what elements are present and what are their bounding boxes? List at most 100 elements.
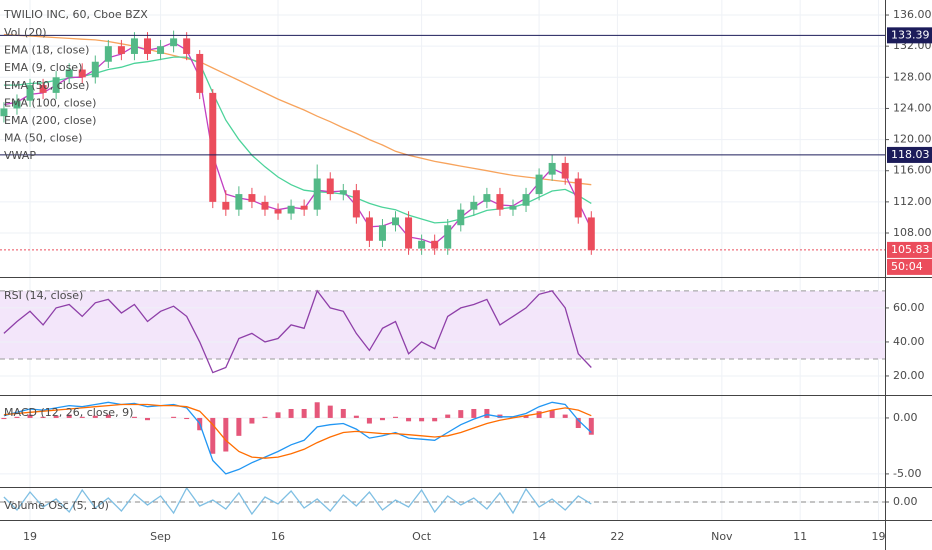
- candle-body: [392, 217, 400, 226]
- macd-histogram-bar: [53, 415, 59, 418]
- legend-entry: EMA (50, close): [4, 79, 89, 92]
- rsi-band: [0, 290, 885, 359]
- macd-histogram-bar: [432, 417, 438, 422]
- macd-histogram-bar: [223, 417, 229, 452]
- x-tick-label: 14: [532, 530, 546, 543]
- candle-body: [157, 46, 165, 54]
- candle-body: [574, 178, 582, 218]
- candle-body: [300, 205, 308, 210]
- x-tick-label: 19: [871, 530, 885, 543]
- y-tick-label: 0.00: [893, 411, 918, 424]
- macd-histogram-bar: [575, 417, 581, 429]
- candle-body: [496, 194, 504, 210]
- candle-body: [378, 225, 386, 241]
- macd-histogram-bar: [445, 414, 451, 418]
- y-tick-label: 20.00: [893, 369, 925, 382]
- x-tick-label: 16: [271, 530, 285, 543]
- y-tick-label: 120.00: [893, 133, 932, 146]
- indicator-line: [3, 289, 592, 374]
- candle-body: [535, 174, 543, 195]
- macd-line: [3, 401, 592, 475]
- candle-body: [483, 194, 491, 202]
- price-label-bg: [887, 241, 932, 258]
- legend-entry: EMA (100, close): [4, 96, 96, 109]
- candle-body: [26, 85, 34, 101]
- candle-body: [509, 205, 517, 210]
- macd-histogram-bar: [458, 410, 464, 418]
- indicator-line: [3, 486, 592, 516]
- macd-histogram-bar: [314, 402, 320, 418]
- candle-body: [183, 38, 191, 54]
- ema-line: [3, 33, 592, 186]
- macd-histogram-bar: [366, 417, 372, 424]
- candle-body: [248, 194, 256, 202]
- countdown: 50:04: [891, 260, 923, 273]
- pane-title: MACD (12, 26, close, 9): [4, 406, 133, 419]
- candle-body: [587, 217, 595, 251]
- y-tick-label: 124.00: [893, 101, 932, 114]
- legend-entry: EMA (200, close): [4, 114, 96, 127]
- legend-entry: MA (50, close): [4, 132, 82, 145]
- candle-body: [65, 69, 73, 78]
- macd-histogram-bar: [1, 417, 7, 420]
- y-tick-label: 108.00: [893, 226, 932, 239]
- candle-body: [457, 209, 465, 226]
- candle-body: [196, 53, 204, 93]
- macd-histogram-bar: [536, 411, 542, 418]
- candle-body: [52, 77, 60, 93]
- candle-body: [170, 38, 178, 47]
- candle-body: [561, 162, 569, 179]
- macd-histogram-bar: [27, 414, 33, 418]
- candle-body: [352, 190, 360, 218]
- macd-histogram-bar: [419, 417, 425, 422]
- macd-histogram-bar: [249, 417, 255, 424]
- legend-entry: EMA (18, close): [4, 44, 89, 57]
- candle-body: [235, 194, 243, 210]
- macd-histogram-bar: [484, 408, 490, 418]
- candle-body: [274, 209, 282, 214]
- candle-body: [78, 69, 86, 78]
- macd-histogram-bar: [14, 416, 20, 418]
- y-tick-label: 0.00: [893, 495, 918, 508]
- macd-histogram-bar: [79, 416, 85, 418]
- candle-body: [91, 61, 99, 78]
- macd-histogram-bar: [549, 410, 555, 418]
- macd-histogram-bar: [327, 405, 333, 418]
- macd-histogram-bar: [523, 415, 529, 418]
- candle-body: [130, 38, 138, 54]
- macd-histogram-bar: [105, 414, 111, 418]
- legend-entry: EMA (9, close): [4, 61, 82, 74]
- price-label-bg: [887, 146, 932, 163]
- candle-body: [104, 46, 112, 62]
- candle-body: [209, 92, 217, 202]
- macd-histogram-bar: [184, 417, 190, 420]
- price-label-bg: [887, 27, 932, 44]
- macd-line: [3, 403, 592, 459]
- price-label: 118.03: [891, 148, 930, 161]
- macd-histogram-bar: [66, 414, 72, 418]
- candle-body: [365, 217, 373, 241]
- macd-histogram-bar: [131, 416, 137, 418]
- macd-histogram-bar: [92, 415, 98, 418]
- y-tick-label: 116.00: [893, 164, 932, 177]
- macd-histogram-bar: [288, 408, 294, 418]
- y-tick-label: 40.00: [893, 335, 925, 348]
- candle-body: [522, 194, 530, 206]
- candle-body: [548, 162, 556, 175]
- legend-entry: VWAP: [4, 149, 36, 162]
- x-tick-label: Nov: [711, 530, 733, 543]
- pane-title: TWILIO INC, 60, Cboe BZX: [3, 8, 148, 21]
- candle-body: [470, 201, 478, 210]
- candle-body: [261, 201, 269, 210]
- candle-body: [339, 190, 347, 195]
- macd-histogram-bar: [171, 416, 177, 418]
- countdown-bg: [887, 258, 932, 275]
- legend-entry: Vol (20): [4, 26, 47, 39]
- macd-histogram-bar: [340, 408, 346, 418]
- macd-histogram-bar: [353, 415, 359, 418]
- macd-histogram-bar: [145, 417, 150, 421]
- macd-histogram-bar: [262, 416, 268, 418]
- candle-body: [431, 240, 439, 249]
